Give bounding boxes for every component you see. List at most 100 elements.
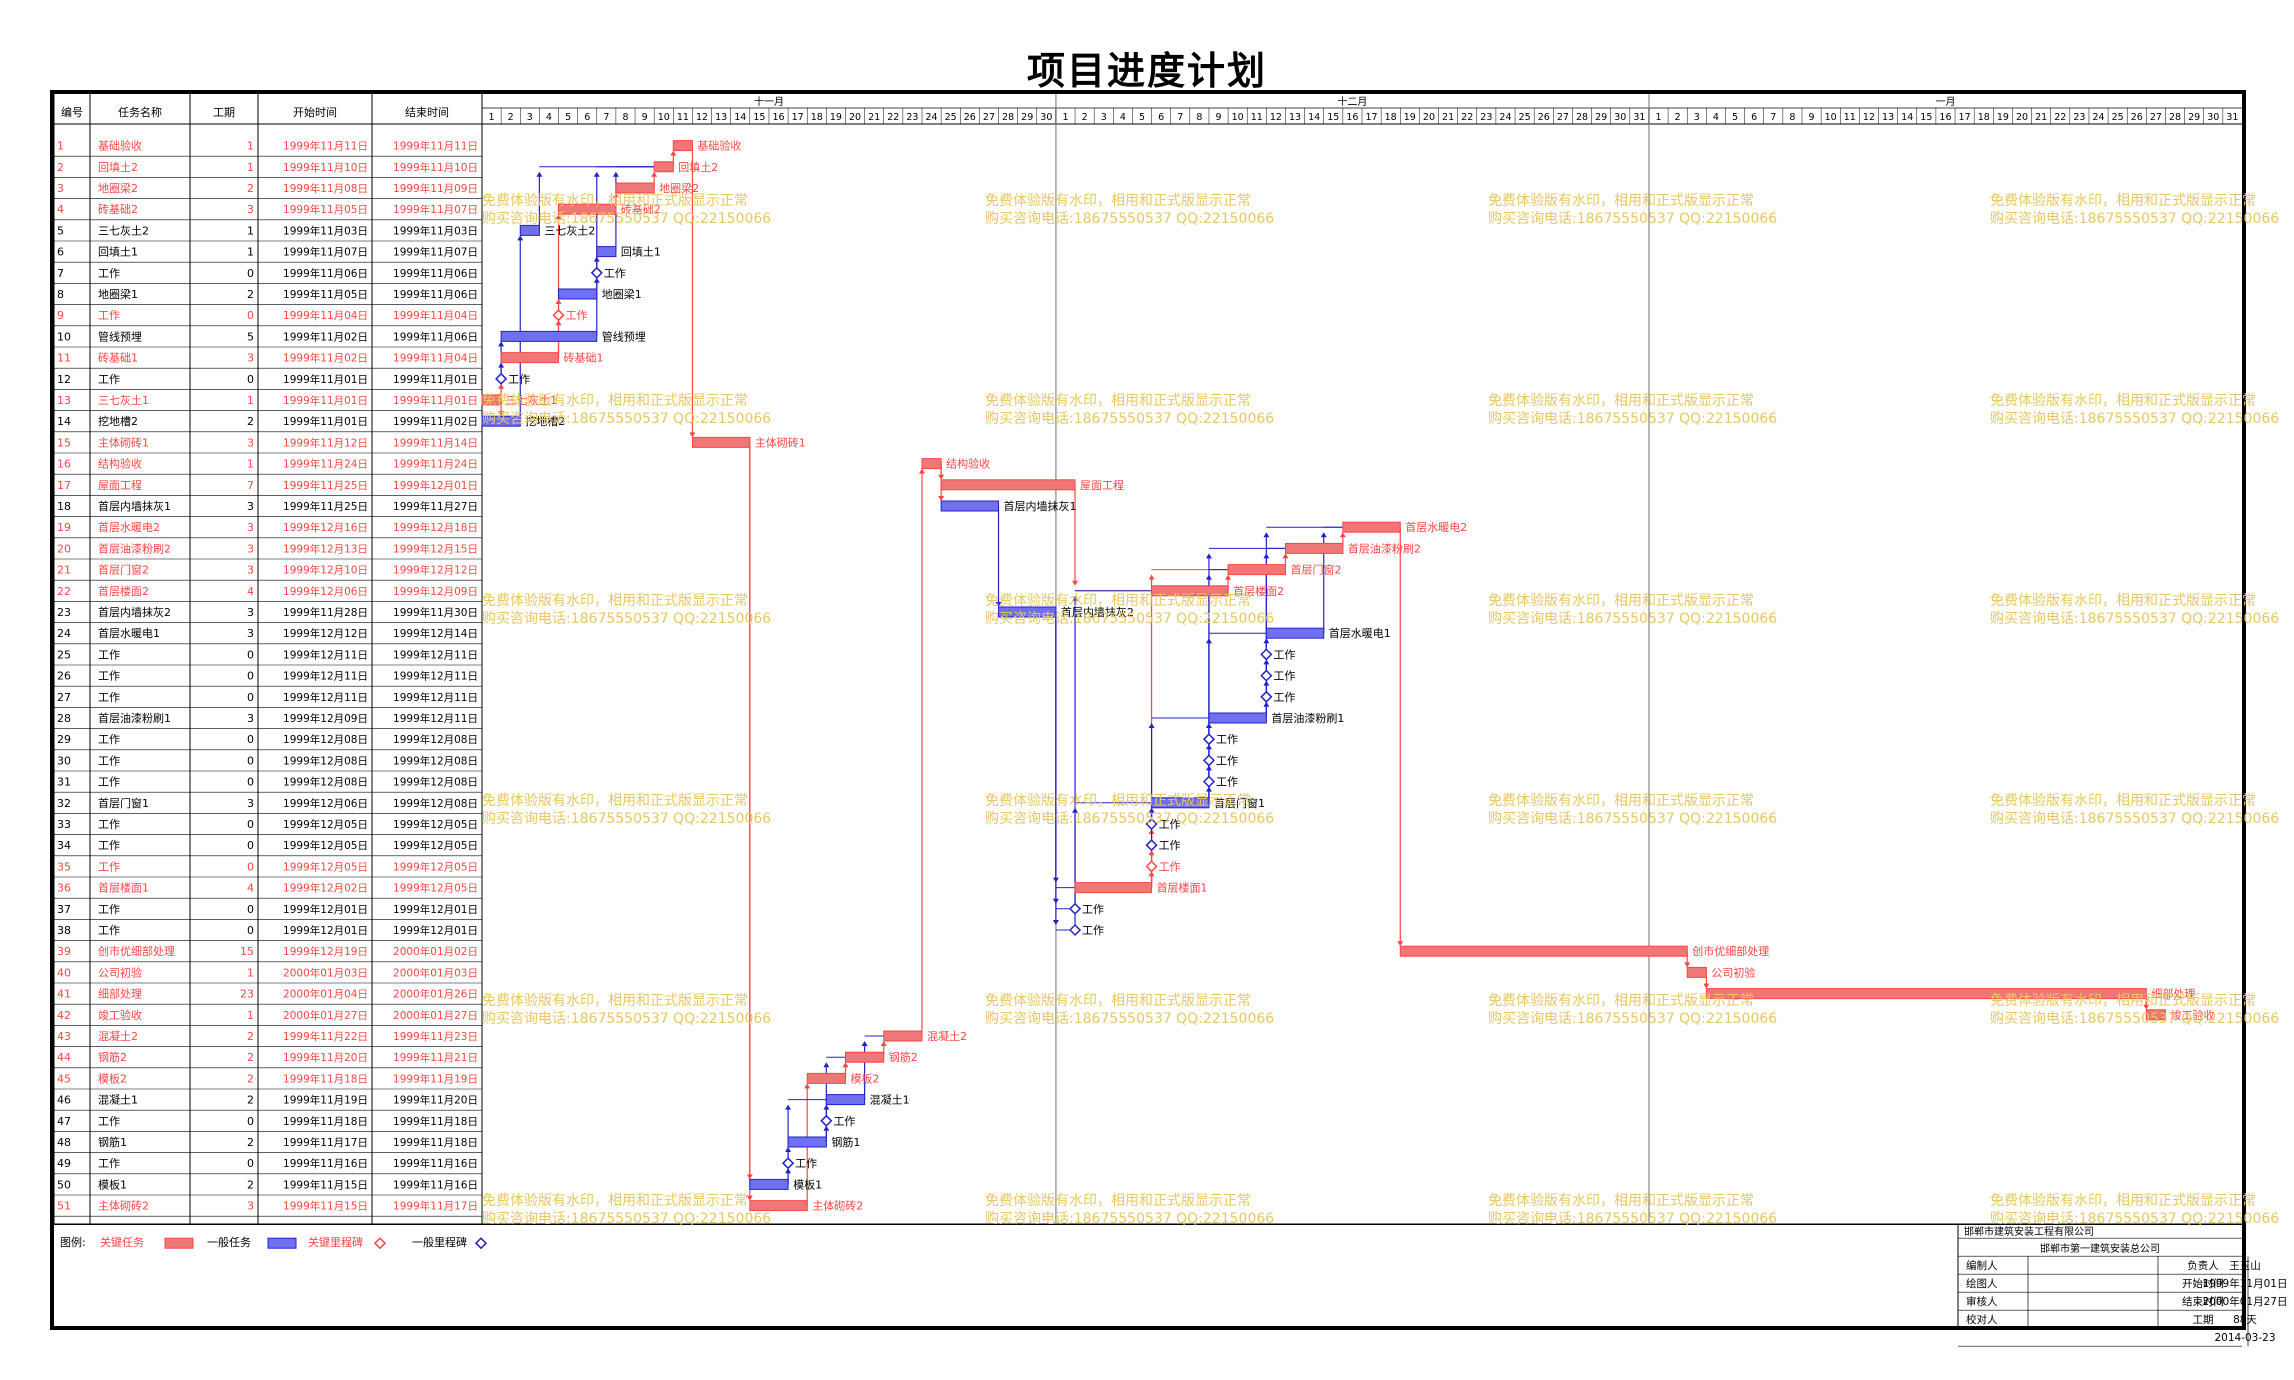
task-name: 工作: [98, 754, 120, 767]
task-duration: 2: [247, 182, 254, 195]
link-arrow: [1148, 723, 1155, 728]
task-duration: 3: [247, 203, 254, 216]
task-id: 24: [57, 627, 71, 640]
task-end: 1999年11月09日: [393, 182, 478, 195]
bar-label: 三七灰土1: [506, 393, 557, 407]
link-arrow: [1263, 532, 1270, 538]
task-end: 1999年12月05日: [393, 818, 478, 831]
task-bar: [1342, 521, 1401, 533]
watermark: 免费体验版有水印，相用和正式版显示正常: [1990, 793, 2256, 809]
task-name: 混凝土2: [98, 1029, 138, 1043]
task-start: 1999年11月19日: [283, 1094, 368, 1107]
day-label: 21: [2035, 112, 2047, 123]
legend-normal-ms-text: 一般里程碑: [412, 1236, 467, 1249]
day-label: 11: [1844, 112, 1856, 123]
task-end: 2000年01月26日: [393, 988, 478, 1001]
day-label: 29: [1021, 112, 1033, 123]
link-arrow: [1052, 898, 1059, 904]
day-label: 4: [546, 112, 552, 123]
day-label: 10: [1232, 112, 1244, 123]
task-end: 1999年11月14日: [393, 436, 478, 449]
task-duration: 3: [247, 606, 254, 619]
milestone-diamond: [1260, 669, 1273, 682]
link-arrow: [555, 214, 562, 220]
day-label: 6: [1158, 112, 1164, 123]
task-bar: [1151, 585, 1229, 597]
task-duration: 2: [247, 415, 254, 428]
watermark: 购买咨询电话:18675550537 QQ:22150066: [1990, 1011, 2279, 1027]
bar-label: 工作: [1273, 670, 1295, 683]
link-arrow: [1320, 532, 1327, 538]
task-id: 46: [57, 1094, 71, 1107]
info-company: 邯郸市建筑安装工程有限公司: [1964, 1225, 2094, 1238]
milestone-diamond: [1260, 648, 1273, 661]
task-end: 1999年11月02日: [393, 415, 478, 428]
task-id: 36: [57, 882, 71, 895]
task-end: 1999年11月01日: [393, 394, 478, 407]
bar-label: 工作: [1273, 648, 1295, 661]
task-end: 1999年11月18日: [393, 1115, 478, 1128]
task-name: 工作: [98, 860, 120, 873]
task-id: 26: [57, 670, 71, 683]
day-label: 19: [830, 112, 842, 123]
bar-label: 工作: [1216, 776, 1238, 789]
task-start: 1999年12月10日: [283, 564, 368, 577]
watermark: 免费体验版有水印，相用和正式版显示正常: [482, 193, 748, 209]
task-start: 1999年11月25日: [283, 479, 368, 492]
task-start: 1999年11月10日: [283, 161, 368, 174]
milestone-diamond: [1202, 754, 1216, 767]
day-label: 1: [489, 112, 495, 123]
task-end: 1999年11月18日: [393, 1136, 478, 1149]
legend-critical-text: 关键任务: [100, 1235, 144, 1249]
task-end: 1999年11月07日: [393, 246, 478, 259]
day-label: 29: [1595, 112, 1607, 123]
day-label: 29: [2188, 112, 2200, 123]
task-bar: [921, 458, 942, 470]
task-duration: 0: [247, 1157, 254, 1170]
task-id: 31: [57, 776, 71, 789]
day-label: 21: [1442, 112, 1454, 123]
task-end: 1999年11月06日: [393, 267, 478, 280]
bar-label: 工作: [1273, 691, 1295, 704]
task-id: 40: [57, 966, 71, 979]
legend-label: 图例:: [60, 1235, 86, 1249]
task-bar: [1227, 564, 1286, 576]
task-id: 37: [57, 903, 71, 916]
bar-label: 主体砌砖2: [812, 1199, 863, 1213]
task-duration: 1: [247, 1009, 254, 1022]
bar-label: 结构验收: [946, 457, 990, 471]
task-end: 1999年12月05日: [393, 860, 478, 873]
task-duration: 1: [247, 161, 254, 174]
task-end: 1999年12月05日: [393, 882, 478, 895]
info-value: 王玉山: [2229, 1260, 2261, 1272]
task-name: 工作: [98, 776, 120, 789]
task-duration: 0: [247, 373, 254, 386]
task-id: 49: [57, 1157, 71, 1170]
task-id: 50: [57, 1178, 71, 1191]
task-end: 1999年12月12日: [393, 564, 478, 577]
task-start: 1999年11月01日: [283, 394, 368, 407]
link-arrow: [1148, 574, 1155, 580]
link-arrow: [823, 1104, 830, 1110]
link-arrow: [1072, 595, 1079, 601]
bar-label: 公司初验: [1711, 965, 1755, 979]
day-label: 15: [753, 112, 765, 123]
task-id: 21: [57, 564, 71, 577]
day-label: 31: [2226, 112, 2238, 123]
day-label: 3: [1101, 112, 1107, 123]
task-id: 41: [57, 988, 71, 1001]
header-end: 结束时间: [405, 106, 449, 119]
link-arrow: [1397, 941, 1404, 947]
task-name: 地圈梁1: [98, 287, 138, 301]
day-label: 31: [1633, 112, 1645, 123]
info-value: 1999年11月01日: [2203, 1277, 2288, 1290]
month-label: 一月: [1935, 96, 1955, 108]
task-end: 1999年11月04日: [393, 352, 478, 365]
task-name: 工作: [98, 1157, 120, 1170]
task-bar: [2145, 1009, 2166, 1021]
link-arrow: [1703, 983, 1710, 989]
task-duration: 2: [247, 1072, 254, 1085]
task-duration: 0: [247, 903, 254, 916]
task-bar: [844, 1051, 885, 1063]
